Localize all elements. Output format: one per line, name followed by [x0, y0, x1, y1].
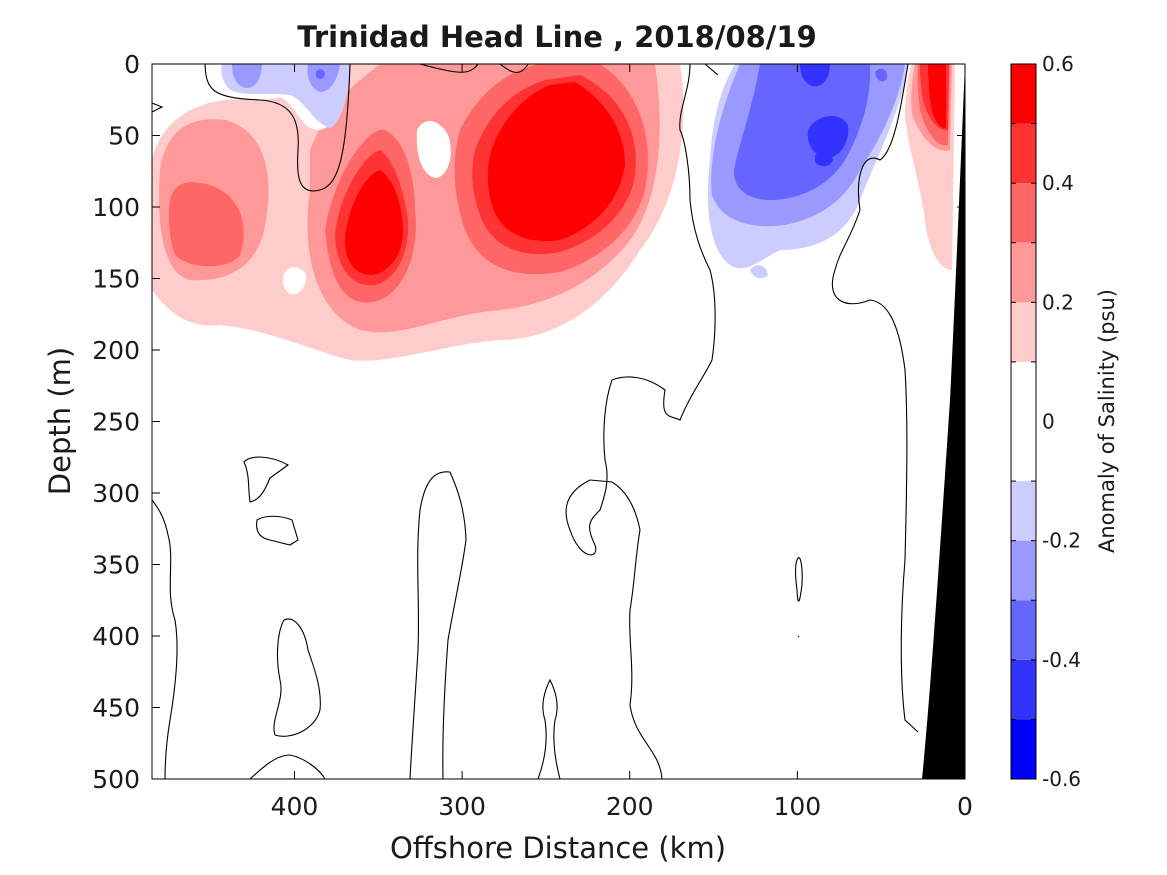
y-tick-label: 350 — [92, 551, 140, 580]
colorbar-segment — [1011, 302, 1036, 362]
x-tick-label: 400 — [271, 792, 319, 821]
anomaly-hole — [416, 120, 451, 178]
contour-fill-nearshore-0.5 — [928, 64, 946, 129]
y-tick-label: 300 — [92, 479, 140, 508]
colorbar-segment — [1011, 659, 1036, 720]
colorbar-segment — [1011, 361, 1036, 482]
colorbar-label: Anomaly of Salinity (psu) — [1095, 289, 1119, 553]
colorbar-segment — [1011, 719, 1036, 779]
x-axis-label: Offshore Distance (km) — [390, 831, 726, 865]
y-tick-label: 0 — [124, 50, 140, 79]
colorbar-frame — [1010, 63, 1037, 780]
colorbar-segment — [1011, 540, 1036, 601]
colorbar-segment — [1011, 183, 1036, 243]
colorbar-segment — [1011, 600, 1036, 660]
anomaly-hole — [282, 267, 307, 295]
y-axis: 0 50 100 150 200 250 300 350 400 450 500 — [92, 50, 965, 794]
y-tick-label: 250 — [92, 408, 140, 437]
x-axis: 400 300 200 100 0 — [271, 64, 973, 821]
contour-fill-neg-0.2 — [232, 64, 340, 92]
x-tick-label: 200 — [606, 792, 654, 821]
x-tick-label: 300 — [438, 792, 486, 821]
contour-fields — [152, 64, 965, 779]
colorbar-tick-label: 0.4 — [1042, 171, 1074, 195]
colorbar-tick-label: -0.4 — [1042, 648, 1081, 672]
colorbar-segment — [1011, 123, 1036, 184]
colorbar-tick-label: -0.2 — [1042, 529, 1081, 553]
contour-fill-0.5 — [345, 82, 625, 275]
colorbar-segment — [1011, 481, 1036, 541]
colorbar: -0.6 -0.4 -0.2 0 0.2 0.4 0.6 — [1010, 52, 1081, 791]
colorbar-segment — [1011, 242, 1036, 303]
x-tick-label: 100 — [774, 792, 822, 821]
y-tick-label: 500 — [92, 765, 140, 794]
y-tick-label: 50 — [108, 122, 140, 151]
contour-fill-neg-0.3 — [316, 69, 325, 79]
contour-fill-neg-0.4-east — [800, 64, 849, 167]
y-tick-label: 450 — [92, 694, 140, 723]
zero-contours — [152, 64, 919, 779]
y-tick-label: 150 — [92, 265, 140, 294]
y-axis-label: Depth (m) — [43, 347, 77, 495]
bathymetry-seafloor — [922, 64, 965, 779]
colorbar-tick-label: 0.2 — [1042, 290, 1074, 314]
x-tick-label: 0 — [957, 792, 973, 821]
chart-title: Trinidad Head Line , 2018/08/19 — [297, 20, 817, 54]
y-tick-label: 200 — [92, 336, 140, 365]
colorbar-tick-label: 0 — [1042, 410, 1055, 434]
colorbar-tick-label: -0.6 — [1042, 767, 1081, 791]
y-tick-label: 400 — [92, 622, 140, 651]
colorbar-segment — [1011, 64, 1036, 124]
y-tick-label: 100 — [92, 193, 140, 222]
colorbar-tick-label: 0.6 — [1042, 52, 1074, 76]
